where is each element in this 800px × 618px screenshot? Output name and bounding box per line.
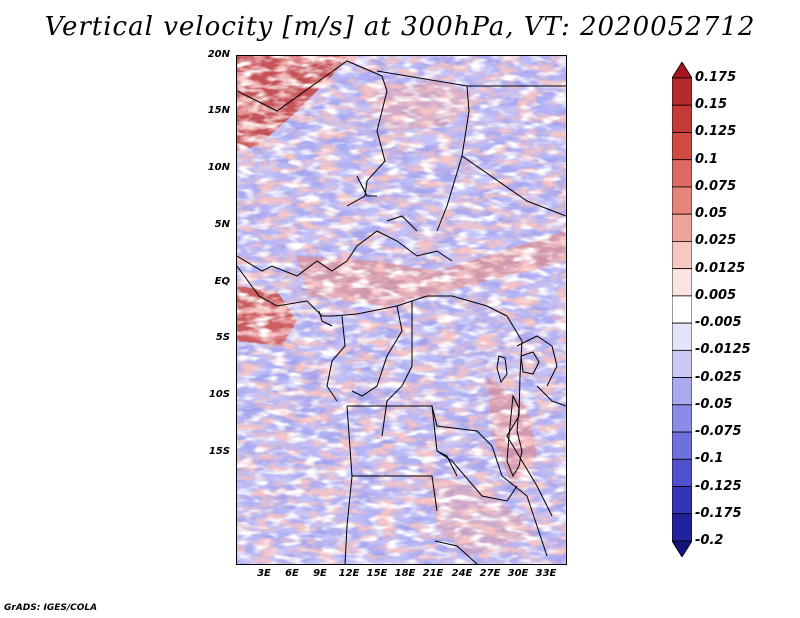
lon-label-27e: 27E: [479, 568, 501, 579]
lon-label-18e: 18E: [394, 568, 416, 579]
lat-label-15s: 15S: [208, 446, 230, 457]
colorbar-segment: [672, 513, 692, 542]
colorbar-segment: [672, 377, 692, 406]
colorbar-segment: [672, 186, 692, 215]
lat-label-5n: 5N: [214, 219, 230, 230]
colorbar-segment: [672, 404, 692, 433]
colorbar-label: 0.125: [695, 124, 737, 140]
colorbar-label: -0.0125: [695, 342, 751, 358]
colorbar-segment: [672, 349, 692, 378]
colorbar-segment: [672, 322, 692, 351]
lon-label-15e: 15E: [366, 568, 388, 579]
colorbar-segment: [672, 268, 692, 297]
colorbar-label: -0.1: [695, 451, 724, 467]
lon-label-21e: 21E: [422, 568, 444, 579]
lon-label-9e: 9E: [313, 568, 327, 579]
colorbar-label: 0.005: [695, 287, 737, 303]
lon-label-6e: 6E: [285, 568, 299, 579]
lon-label-12e: 12E: [338, 568, 360, 579]
colorbar-segment: [672, 159, 692, 188]
lon-label-30e: 30E: [507, 568, 529, 579]
colorbar-segment: [672, 241, 692, 270]
colorbar: [672, 62, 692, 557]
colorbar-segment: [672, 104, 692, 133]
lat-label-eq: EQ: [214, 276, 230, 287]
colorbar-segment: [672, 213, 692, 242]
lat-label-10s: 10S: [208, 389, 230, 400]
colorbar-segment: [672, 132, 692, 161]
colorbar-label: 0.0125: [695, 260, 746, 276]
colorbar-label: 0.175: [695, 70, 737, 85]
colorbar-segment: [672, 458, 692, 487]
colorbar-label: -0.175: [695, 505, 742, 521]
map-panel: [236, 55, 567, 565]
chart-title: Vertical velocity [m/s] at 300hPa, VT: 2…: [44, 12, 756, 42]
colorbar-label: 0.075: [695, 178, 737, 194]
lon-label-3e: 3E: [257, 568, 271, 579]
colorbar-label: 0.15: [695, 97, 728, 113]
velocity-field-map: [237, 56, 566, 564]
colorbar-label: 0.025: [695, 233, 737, 249]
lon-label-24e: 24E: [451, 568, 473, 579]
grads-credit: GrADS: IGES/COLA: [4, 603, 98, 613]
colorbar-label: -0.005: [695, 315, 742, 331]
country-borders: [237, 60, 566, 564]
lakes: [496, 351, 540, 478]
colorbar-segment: [672, 295, 692, 324]
field-neutral-texture: [237, 56, 566, 564]
lon-label-33e: 33E: [535, 568, 557, 579]
lat-label-5s: 5S: [215, 332, 230, 343]
lat-label-10n: 10N: [207, 162, 230, 173]
colorbar-label: 0.05: [695, 206, 728, 222]
colorbar-label: -0.075: [695, 424, 742, 440]
lat-label-15n: 15N: [207, 105, 230, 116]
colorbar-segment: [672, 431, 692, 460]
colorbar-label: -0.05: [695, 396, 733, 412]
colorbar-label: -0.2: [695, 533, 724, 548]
colorbar-label: -0.025: [695, 369, 742, 385]
lat-label-20n: 20N: [207, 49, 230, 60]
colorbar-segment: [672, 77, 692, 106]
colorbar-label: 0.1: [695, 151, 719, 167]
colorbar-label: -0.125: [695, 478, 742, 494]
colorbar-cap-bottom: [672, 540, 692, 557]
colorbar-segment: [672, 486, 692, 515]
colorbar-cap-top: [672, 62, 692, 79]
